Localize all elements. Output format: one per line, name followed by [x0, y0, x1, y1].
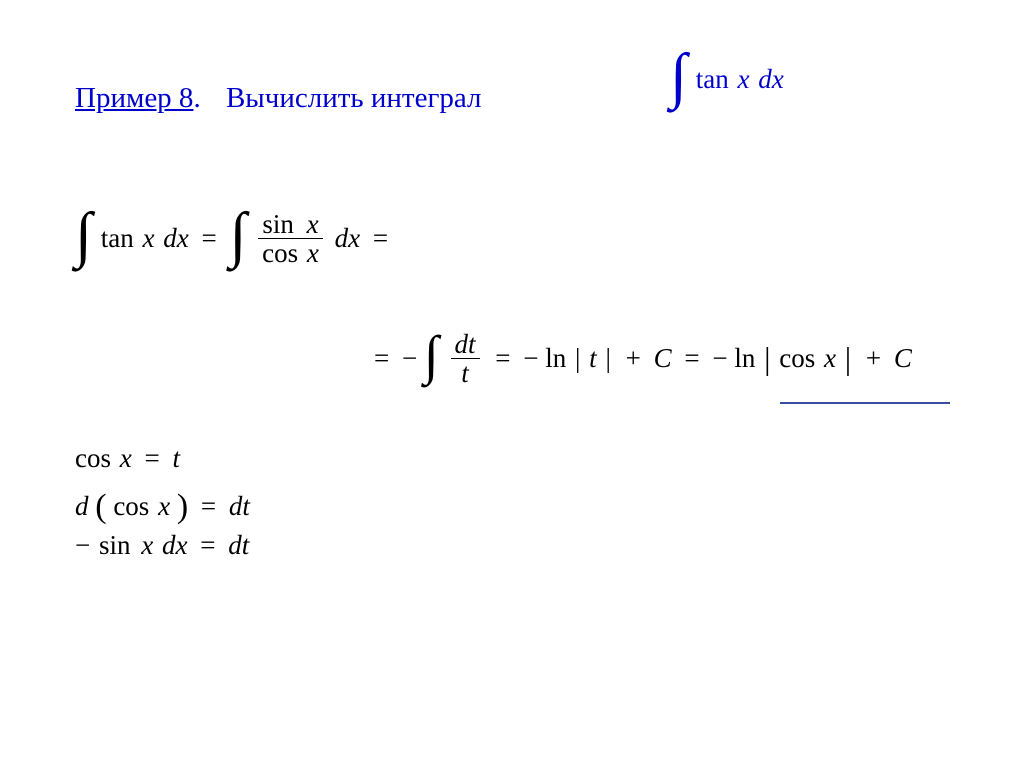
fn-sin: sin [99, 530, 131, 560]
paren-close: ) [177, 488, 188, 525]
minus: − [712, 343, 727, 374]
differential-dx: dx [758, 64, 783, 94]
problem-integral: ∫ tan x dx [670, 62, 784, 95]
operator-d: d [75, 491, 89, 521]
equals: = [144, 443, 159, 473]
integral-sign: ∫ [424, 342, 439, 369]
example-heading: Пример 8. Вычислить интеграл [75, 82, 481, 115]
substitution-line-3: − sin x dx = dt [75, 530, 249, 561]
substitution-line-1: cos x = t [75, 443, 180, 474]
minus: − [402, 343, 417, 374]
equals: = [201, 491, 216, 521]
fn-ln: ln [545, 343, 566, 374]
plus: + [866, 343, 881, 374]
fraction-dt-t: dt t [451, 330, 480, 388]
fn-tan: tan [696, 64, 729, 94]
equals: = [373, 223, 388, 254]
equals: = [200, 530, 215, 560]
example-period: . [193, 82, 200, 114]
var-x: x [141, 530, 153, 560]
equals: = [201, 223, 216, 254]
integral-sign: ∫ [229, 220, 246, 251]
var-x: x [120, 443, 132, 473]
example-prompt: Вычислить интеграл [226, 82, 482, 114]
var-t: t [589, 343, 597, 374]
integral-sign: ∫ [75, 220, 92, 251]
example-label: Пример 8 [75, 82, 193, 114]
fn-cos: cos [113, 491, 149, 521]
var-x: x [307, 238, 319, 268]
abs-bar: | [764, 340, 770, 377]
var-t: t [172, 443, 180, 473]
abs-bar: | [575, 343, 580, 374]
differential-dx: dx [163, 223, 188, 253]
equals: = [374, 343, 389, 374]
fn-tan: tan [101, 223, 134, 253]
plus: + [626, 343, 641, 374]
fn-cos: cos [779, 343, 815, 374]
substitution-line-2: d ( cos x ) = dt [75, 486, 250, 524]
var-x: x [824, 343, 836, 374]
differential-dt: dt [228, 530, 249, 560]
derivation-line-2: = − ∫ dt t = − ln | t | + C = − ln | cos… [368, 330, 912, 388]
var-x: x [307, 209, 319, 239]
integral-sign: ∫ [670, 61, 687, 92]
const-C: C [654, 343, 672, 374]
paren-open: ( [95, 488, 106, 525]
const-C: C [894, 343, 912, 374]
equals: = [495, 343, 510, 374]
minus: − [75, 530, 90, 560]
minus: − [523, 343, 538, 374]
var-x: x [142, 223, 154, 253]
var-x: x [737, 64, 749, 94]
differential-dx: dx [335, 223, 360, 254]
fraction-sinx-cosx: sin x cos x [258, 210, 323, 268]
fn-cos: cos [75, 443, 111, 473]
derivation-line-1: ∫ tan x dx = ∫ sin x cos x dx = [75, 210, 394, 268]
denominator-t: t [451, 358, 480, 387]
equals: = [684, 343, 699, 374]
abs-bar: | [605, 343, 610, 374]
answer-underline [780, 402, 950, 404]
fn-ln: ln [734, 343, 755, 374]
differential-dx: dx [162, 530, 187, 560]
numerator-dt: dt [451, 330, 480, 358]
abs-bar: | [845, 340, 851, 377]
fn-cos: cos [262, 238, 298, 268]
var-x: x [158, 491, 170, 521]
differential-dt: dt [229, 491, 250, 521]
fn-sin: sin [262, 209, 294, 239]
